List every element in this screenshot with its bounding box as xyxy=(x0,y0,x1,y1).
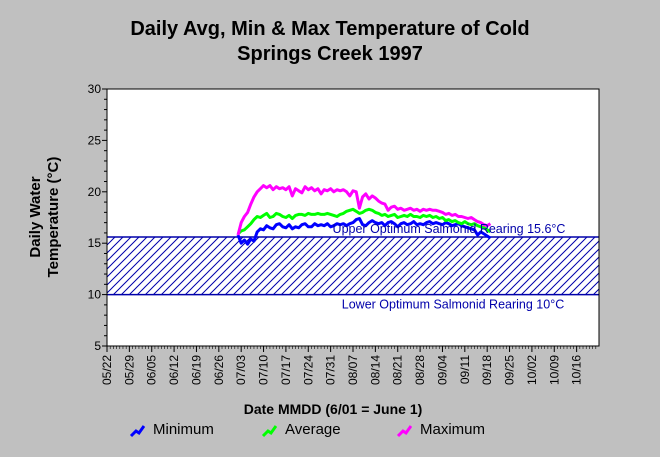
x-tick-label: 09/25 xyxy=(503,355,517,385)
x-tick-label: 09/18 xyxy=(480,355,494,385)
x-axis-label: Date MMDD (6/01 = June 1) xyxy=(244,401,423,417)
x-tick-label: 05/29 xyxy=(122,355,136,385)
x-tick-label: 08/14 xyxy=(368,355,382,385)
x-tick-label: 06/19 xyxy=(189,355,203,385)
plot-area xyxy=(107,89,599,346)
x-tick-label: 06/26 xyxy=(212,355,226,385)
x-tick-label: 10/09 xyxy=(547,355,561,385)
legend-swatch-minimum xyxy=(129,424,145,437)
legend-label-maximum: Maximum xyxy=(420,421,486,438)
x-tick-label: 07/10 xyxy=(257,355,271,385)
chart-title-line1: Daily Avg, Min & Max Temperature of Cold xyxy=(130,18,530,40)
x-tick-label: 05/22 xyxy=(100,355,114,385)
legend-label-minimum: Minimum xyxy=(153,421,214,438)
y-tick-label: 20 xyxy=(88,185,102,199)
series-line-maximum xyxy=(236,184,492,236)
legend-swatch-maximum xyxy=(396,424,412,437)
x-tick-label: 08/28 xyxy=(413,355,427,385)
legend-swatch-average xyxy=(261,424,277,437)
x-tick-label: 07/03 xyxy=(234,355,248,385)
lower-optimum-label: Lower Optimum Salmonid Rearing 10°C xyxy=(342,298,564,312)
y-tick-label: 10 xyxy=(88,288,102,302)
legend-label-average: Average xyxy=(285,421,341,438)
series-line-average xyxy=(236,207,492,235)
x-tick-label: 07/17 xyxy=(279,355,293,385)
x-tick-label: 09/04 xyxy=(435,355,449,385)
x-tick-label: 06/05 xyxy=(145,355,159,385)
x-tick-label: 07/31 xyxy=(324,355,338,385)
y-tick-label: 30 xyxy=(88,82,102,96)
y-tick-label: 15 xyxy=(88,236,102,250)
x-tick-label: 10/16 xyxy=(570,355,584,385)
y-axis-label-line2: Temperature (°C) xyxy=(45,157,62,278)
legend-item-maximum: Maximum xyxy=(396,421,485,438)
optimum-band xyxy=(107,237,599,295)
series-line-minimum xyxy=(236,217,492,246)
chart-title-line2: Springs Creek 1997 xyxy=(237,43,423,65)
x-tick-label: 07/24 xyxy=(301,355,315,385)
y-tick-label: 5 xyxy=(94,339,101,353)
x-tick-label: 10/02 xyxy=(525,355,539,385)
x-tick-label: 06/12 xyxy=(167,355,181,385)
x-tick-label: 08/21 xyxy=(391,355,405,385)
upper-optimum-label: Upper Optimum Salmonid Rearing 15.6°C xyxy=(333,222,566,236)
y-tick-label: 25 xyxy=(88,133,102,147)
legend-item-average: Average xyxy=(261,421,341,438)
legend: Minimum Average Maximum xyxy=(0,421,660,445)
y-axis-label-line1: Daily Water xyxy=(27,176,44,257)
x-tick-label: 08/07 xyxy=(346,355,360,385)
x-tick-label: 09/11 xyxy=(458,355,472,384)
legend-item-minimum: Minimum xyxy=(129,421,214,438)
